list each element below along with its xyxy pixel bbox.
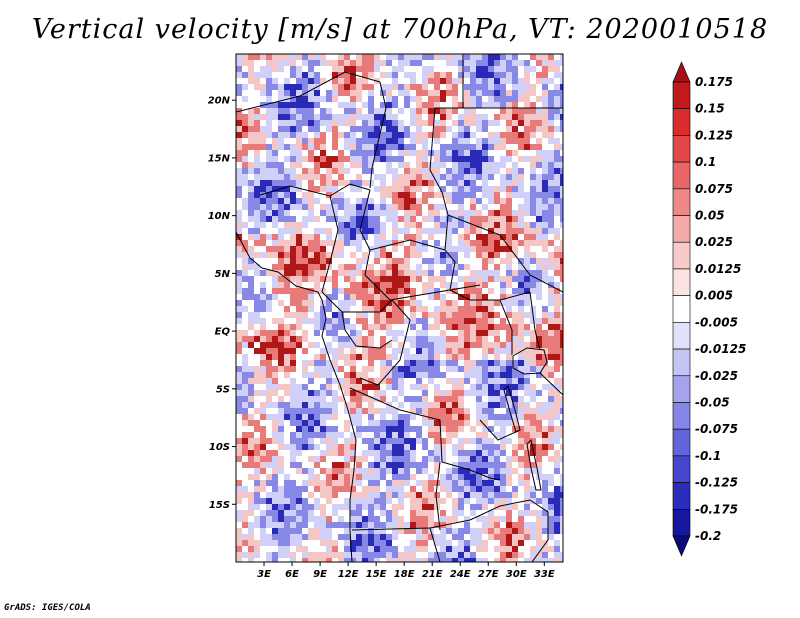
colorbar-label: -0.175 [695, 502, 738, 516]
lon-tick-label: 6E [285, 569, 299, 580]
longitude-axis: 3E 6E 9E 12E 15E 18E 21E 24E 27E 30E 33E [257, 562, 555, 580]
colorbar-swatch [672, 161, 691, 190]
coastline-west-africa [236, 231, 357, 562]
country-borders [236, 54, 563, 562]
border-drc-uganda [499, 299, 513, 355]
colorbar-label: 0.05 [695, 209, 725, 223]
chart-title: Vertical velocity [m/s] at 700hPa, VT: 2… [31, 14, 769, 45]
border-cameroon-chad [359, 189, 371, 276]
colorbar-label: -0.025 [695, 369, 738, 383]
lat-tick-label: 20N [208, 96, 231, 107]
colorbar-swatch [672, 428, 691, 457]
colorbar-label: 0.025 [695, 235, 733, 249]
colorbar-swatch [672, 295, 691, 323]
colorbar-swatch [672, 135, 691, 163]
border-sudan-ethiopia [447, 214, 563, 293]
border-botswana [429, 527, 441, 562]
colorbar-swatch [672, 322, 691, 350]
colorbar-label: 0.1 [695, 155, 716, 169]
colorbar-extend-top [672, 61, 691, 83]
lon-tick-label: 15E [366, 569, 387, 580]
colorbar-swatch [672, 215, 691, 243]
colorbar-swatch [672, 108, 691, 136]
latitude-axis: 20N 15N 10N 5N EQ 5S 10S 15S [208, 96, 236, 511]
colorbar-label: 0.005 [695, 289, 733, 303]
colorbar-label: -0.2 [695, 529, 721, 543]
lat-tick-label: 10S [209, 442, 230, 453]
colorbar-swatch [672, 81, 691, 110]
lon-tick-label: 18E [394, 569, 415, 580]
lon-tick-label: 12E [338, 569, 359, 580]
colorbar-swatch [672, 241, 691, 270]
lon-tick-label: 33E [534, 569, 555, 580]
map-figure: 20N 15N 10N 5N EQ 5S 10S 15S 3E 6E 9E 12E 15E 18E 21E… [208, 53, 746, 580]
colorbar-swatch [672, 508, 691, 537]
vertical-velocity-field [236, 54, 563, 562]
colorbar-label: -0.125 [695, 476, 738, 490]
border-drc-angola [349, 387, 501, 481]
colorbar-swatch [672, 188, 691, 216]
lon-tick-label: 21E [422, 569, 443, 580]
colorbar-label: -0.0125 [695, 342, 746, 356]
border-car-drc [364, 274, 481, 301]
colorbar-swatch [672, 375, 691, 403]
lon-tick-label: 3E [257, 569, 271, 580]
lon-tick-label: 30E [506, 569, 527, 580]
colorbar: 0.175 0.15 0.125 0.1 0.075 0.05 0.025 0.0125 0.0… [672, 61, 746, 557]
lat-tick-label: 15S [209, 500, 230, 511]
border-drc-zambia [479, 419, 521, 441]
lat-tick-label: 5N [215, 269, 231, 280]
border-uganda-kenya [529, 291, 541, 351]
border-libya-niger [369, 81, 387, 189]
colorbar-label: 0.175 [695, 75, 733, 89]
colorbar-label: 0.075 [695, 182, 733, 196]
colorbar-swatch [672, 402, 691, 430]
colorbar-swatch [672, 482, 691, 510]
colorbar-label: -0.05 [695, 395, 730, 409]
map-area [235, 53, 564, 563]
colorbar-swatch [672, 348, 691, 377]
colorbar-extend-bottom [672, 535, 691, 557]
border-gabon-congo [341, 311, 393, 349]
border-kenya-tanzania [539, 372, 563, 396]
colorbar-label: -0.005 [695, 315, 738, 329]
border-nigeria-cameroon [321, 195, 339, 293]
border-chad-car [369, 239, 446, 251]
colorbar-label: 0.125 [695, 128, 733, 142]
colorbar-label: -0.1 [695, 449, 721, 463]
lat-tick-label: 5S [216, 384, 230, 395]
lake-malawi [526, 438, 542, 491]
colorbar-label: -0.075 [695, 422, 738, 436]
lat-tick-label: 15N [208, 153, 231, 164]
lat-tick-label: 10N [208, 211, 231, 222]
border-angola-zambia [435, 461, 441, 531]
border-cameroon-gabon [321, 291, 393, 313]
colorbar-swatch [672, 268, 691, 296]
lake-victoria [512, 347, 548, 375]
lon-tick-label: 24E [450, 569, 471, 580]
lat-tick-label: EQ [215, 327, 231, 338]
border-algeria-niger [236, 71, 381, 113]
border-chad-sudan [444, 214, 456, 291]
colorbar-label: 0.0125 [695, 262, 741, 276]
border-south-sudan [449, 289, 531, 301]
border-mozambique [529, 499, 549, 562]
lon-tick-label: 27E [478, 569, 499, 580]
border-zambia-zimbabwe [469, 499, 531, 521]
credit-text: GrADS: IGES/COLA [4, 603, 91, 613]
colorbar-swatch [672, 455, 691, 483]
lon-tick-label: 9E [313, 569, 327, 580]
border-libya-sudan [429, 107, 463, 216]
border-congo-drc [359, 299, 411, 386]
colorbar-label: 0.15 [695, 102, 725, 116]
